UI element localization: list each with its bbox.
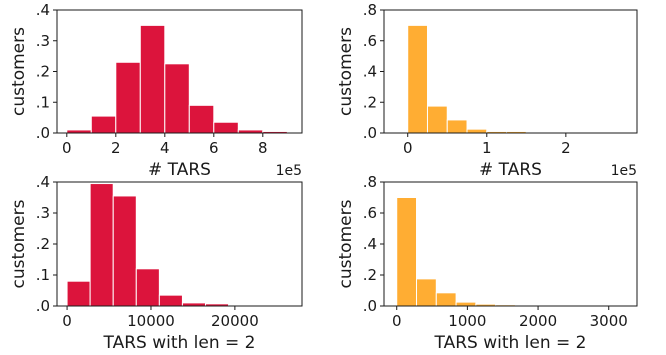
chart-1-bar [139, 24, 166, 134]
chart-2-x-offset-label: 1e5 [611, 163, 637, 179]
chart-3-y-tick-label: .4 [36, 173, 50, 191]
chart-4-y-tick-label: .2 [363, 266, 377, 284]
chart-1-y-tick-label: .1 [36, 93, 50, 111]
chart-4-x-axis-label: TARS with len = 2 [434, 333, 587, 353]
chart-2-bar [426, 105, 448, 134]
chart-1-y-tick-label: .4 [36, 1, 50, 19]
chart-4-bar [435, 292, 457, 307]
chart-3-x-tick-label: 10000 [127, 312, 175, 330]
chart-3-bar [135, 268, 160, 307]
chart-3-x-tick-label: 20000 [211, 312, 259, 330]
chart-2-x-tick-label: 1 [482, 139, 492, 157]
chart-2-y-tick-label: .6 [363, 32, 377, 50]
chart-4-x-tick-label: 0 [392, 312, 402, 330]
chart-3-bar [66, 280, 91, 307]
chart-1-y-tick-label: .2 [36, 63, 50, 81]
chart-2-y-tick-label: .0 [363, 124, 377, 142]
chart-4-bar [416, 278, 437, 307]
chart-4-y-axis-label: customers [336, 199, 356, 288]
chart-3-bar [158, 294, 183, 307]
chart-3-x-axis-label: TARS with len = 2 [103, 333, 256, 353]
chart-3-y-tick-label: .1 [36, 266, 50, 284]
chart-3-y-axis-label: customers [9, 199, 29, 288]
chart-1-x-axis-label: # TARS [148, 160, 211, 180]
chart-2-x-tick-label: 0 [403, 139, 413, 157]
chart-2-x-axis-label: # TARS [479, 160, 542, 180]
chart-1-x-tick-label: 0 [62, 139, 72, 157]
chart-1-x-tick-label: 2 [111, 139, 121, 157]
chart-2-bar [466, 128, 488, 134]
chart-3-y-tick-label: .3 [36, 204, 50, 222]
chart-1-x-tick-label: 6 [209, 139, 219, 157]
chart-2-y-axis-label: customers [336, 27, 356, 116]
chart-4-y-tick-label: .4 [363, 235, 377, 253]
chart-4-y-tick-label: .8 [363, 173, 377, 191]
chart-1-bar [164, 63, 190, 134]
chart-2-y-tick-label: .8 [363, 1, 377, 19]
chart-3-y-tick-label: .2 [36, 235, 50, 253]
chart-4-x-tick-label: 1000 [448, 312, 486, 330]
chart-3-y-tick-label: .0 [36, 297, 50, 315]
chart-1-x-offset-label: 1e5 [276, 163, 302, 179]
chart-4-y-tick-label: .6 [363, 204, 377, 222]
chart-2-y-tick-label: .2 [363, 93, 377, 111]
chart-4-bar [455, 301, 477, 307]
chart-2-bar [407, 24, 428, 134]
chart-4-bar [396, 197, 418, 307]
chart-4-x-tick-label: 3000 [590, 312, 628, 330]
chart-2-bar [446, 119, 468, 134]
chart-4-y-tick-label: .0 [363, 297, 377, 315]
chart-3-bar [112, 195, 137, 307]
chart-1-x-tick-label: 8 [258, 139, 268, 157]
chart-1-bar [213, 121, 239, 134]
chart-1-y-tick-label: .0 [36, 124, 50, 142]
chart-1-x-tick-label: 4 [160, 139, 170, 157]
chart-4-x-tick-label: 2000 [519, 312, 557, 330]
chart-3-x-tick-label: 0 [62, 312, 72, 330]
chart-1-bar [90, 115, 117, 134]
chart-1-bar [188, 104, 215, 134]
chart-2-x-tick-label: 2 [561, 139, 571, 157]
chart-3-bar [89, 183, 114, 307]
chart-1-y-tick-label: .3 [36, 32, 50, 50]
chart-1-y-axis-label: customers [9, 27, 29, 116]
chart-2-y-tick-label: .4 [363, 63, 377, 81]
chart-1-bar [115, 61, 141, 134]
